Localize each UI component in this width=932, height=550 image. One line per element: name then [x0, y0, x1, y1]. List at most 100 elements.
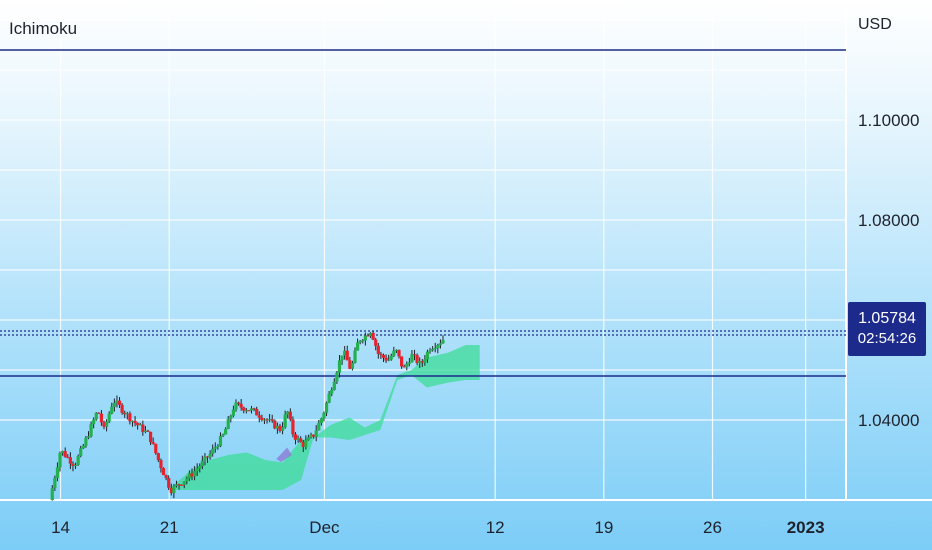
candle-body	[192, 471, 197, 477]
candle-body	[236, 402, 241, 404]
candle-body	[208, 453, 212, 458]
candle-body	[361, 340, 365, 342]
candle-body	[268, 419, 272, 421]
candle-body	[234, 402, 238, 410]
candle-body	[322, 412, 326, 419]
candle-body	[306, 437, 311, 441]
candle-body	[358, 340, 362, 343]
candle-body	[428, 350, 432, 352]
candle-body	[185, 478, 189, 482]
candle-body	[154, 443, 158, 454]
candle-body	[76, 456, 80, 465]
candle-body	[431, 348, 435, 351]
candle-body	[376, 345, 380, 354]
candle-body	[286, 411, 290, 415]
candle-body	[343, 350, 347, 356]
candle-body	[110, 406, 114, 414]
candle-body	[79, 448, 83, 457]
candle-body	[314, 430, 318, 437]
candle-body	[247, 410, 251, 412]
candle-body	[389, 355, 393, 360]
candle-body	[433, 348, 437, 350]
candle-body	[335, 372, 339, 382]
candle-body	[99, 413, 104, 423]
bar-countdown-timer: 02:54:26	[857, 330, 917, 347]
candle-body	[350, 362, 355, 369]
candle-body	[53, 477, 57, 489]
candle-body	[161, 468, 166, 476]
candle-body	[156, 453, 160, 461]
candle-body	[337, 360, 342, 373]
candle-body	[366, 335, 370, 337]
candle-body	[117, 400, 122, 405]
ichimoku-cloud-bullish	[173, 345, 480, 490]
candle-body	[231, 409, 235, 416]
candle-body	[296, 438, 300, 440]
candle-body	[363, 335, 367, 341]
candle-body	[92, 419, 96, 425]
candle-body	[200, 460, 204, 467]
candle-body	[381, 354, 386, 358]
candle-body	[317, 422, 321, 431]
candle-body	[280, 427, 285, 431]
candle-body	[275, 425, 279, 429]
candle-body	[412, 354, 417, 356]
candle-body	[141, 424, 145, 432]
candle-body	[265, 419, 269, 421]
candle-body	[218, 435, 223, 447]
candle-body	[180, 484, 184, 486]
candle-body	[405, 363, 409, 368]
candle-body	[86, 436, 91, 438]
candle-body	[304, 440, 308, 447]
candle-body	[97, 412, 101, 414]
candle-body	[410, 354, 414, 363]
candle-body	[438, 343, 443, 346]
price-tick-label: 1.04000	[858, 411, 919, 430]
candle-body	[293, 434, 298, 440]
candle-body	[242, 407, 246, 411]
candle-body	[205, 456, 210, 458]
candle-body	[174, 484, 179, 487]
candle-body	[190, 473, 194, 477]
candle-body	[169, 487, 173, 494]
candle-body	[309, 434, 313, 438]
candle-body	[94, 412, 98, 420]
time-tick-label: 2023	[787, 518, 825, 537]
candle-body	[278, 425, 282, 431]
candle-body	[399, 356, 404, 367]
candle-body	[239, 403, 243, 408]
candle-body	[182, 481, 186, 485]
last-price-value: 1.05784	[858, 310, 916, 327]
candle-body	[226, 418, 230, 429]
candle-body	[379, 353, 383, 355]
candle-body	[73, 464, 78, 466]
time-tick-label: Dec	[309, 518, 340, 537]
time-tick-label: 14	[51, 518, 70, 537]
candle-body	[270, 419, 274, 421]
candle-body	[66, 456, 70, 458]
candle-body	[213, 447, 217, 449]
candle-body	[203, 456, 207, 461]
candle-body	[55, 467, 60, 478]
candle-body	[340, 355, 344, 361]
candle-body	[84, 437, 88, 446]
candle-body	[187, 473, 192, 479]
candle-body	[330, 389, 334, 394]
candle-body	[146, 430, 150, 432]
candle-body	[68, 457, 72, 464]
candle-body	[151, 442, 155, 444]
candle-body	[356, 342, 360, 351]
candle-body	[301, 442, 305, 447]
time-tick-label: 12	[486, 518, 505, 537]
price-tick-label: 1.10000	[858, 111, 919, 130]
candle-body	[177, 484, 181, 486]
candle-body	[244, 410, 248, 412]
candle-body	[112, 402, 116, 407]
candle-body	[291, 419, 295, 435]
candle-body	[50, 488, 54, 500]
candle-body	[164, 475, 168, 478]
candle-body	[102, 422, 106, 427]
candle-body	[159, 460, 163, 469]
candle-body	[319, 418, 323, 423]
